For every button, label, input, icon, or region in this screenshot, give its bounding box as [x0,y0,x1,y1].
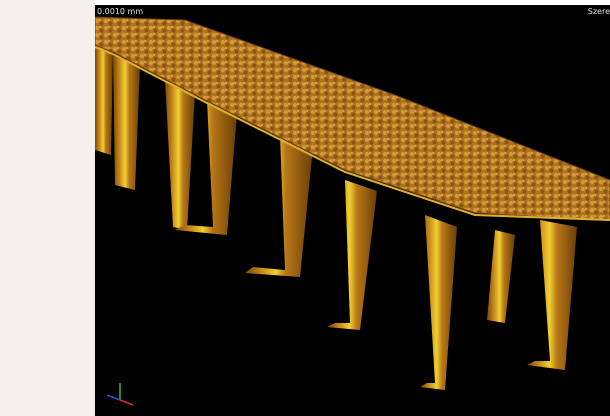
side-panel [0,0,95,416]
viewport[interactable]: 0.0010 mm Szere [95,5,610,416]
axis-gizmo [107,383,133,405]
app-window: 0.0010 mm Szere [0,0,610,416]
scale-label: 0.0010 mm [97,7,143,16]
corner-label: Szere [588,7,610,16]
render [95,5,610,416]
